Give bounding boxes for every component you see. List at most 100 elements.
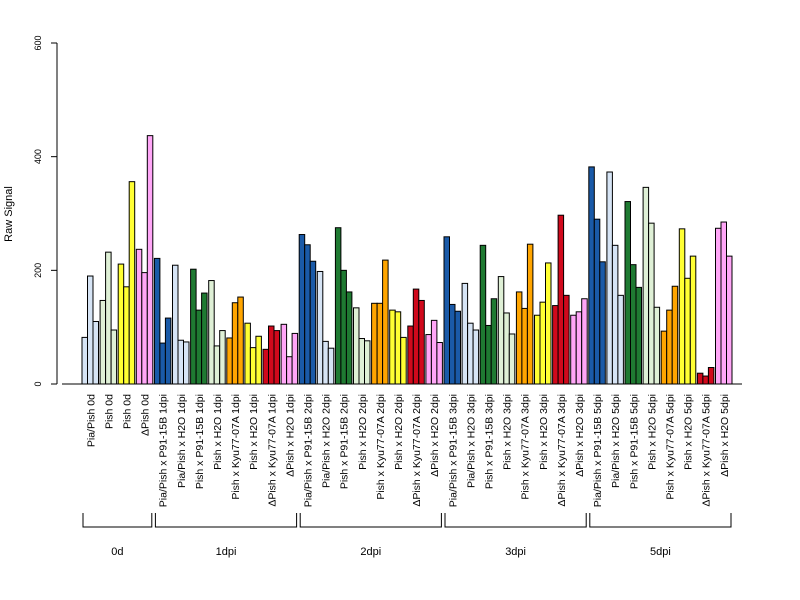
- bar: [195, 309, 203, 385]
- category-label: Pish x Kyu77-07A 2dpi: [375, 394, 387, 500]
- category-label: ΔPish x Kyu77-07A 5dpi: [701, 394, 713, 507]
- category-label: Pia/Pish x H2O 3dpi: [465, 394, 477, 488]
- bar: [226, 337, 233, 385]
- y-tick-label: 400: [33, 149, 43, 164]
- bar: [286, 356, 293, 385]
- bar: [684, 277, 691, 385]
- category-label: Pish x H2O 5dpi: [683, 394, 695, 470]
- category-label: Pia/Pish x H2O 1dpi: [176, 394, 188, 488]
- category-label: ΔPish x H2O 5dpi: [719, 394, 731, 477]
- bar: [213, 345, 221, 385]
- y-axis-label: Raw Signal: [3, 186, 15, 242]
- bar: [340, 269, 347, 385]
- category-label: Pish x H2O 3dpi: [538, 394, 550, 470]
- bar: [534, 314, 541, 385]
- bar: [503, 312, 510, 385]
- bar: [358, 338, 365, 385]
- bar: [123, 286, 130, 385]
- bar: [382, 259, 389, 385]
- bar: [146, 135, 154, 385]
- bar: [244, 322, 251, 385]
- bar: [467, 322, 474, 385]
- bar: [707, 367, 715, 385]
- bar: [190, 268, 197, 385]
- bar: [280, 323, 288, 385]
- bar: [153, 257, 161, 385]
- bar: [172, 264, 179, 385]
- category-label: Pia/Pish 0d: [85, 394, 97, 447]
- category-label: ΔPish x Kyu77-07A 3dpi: [556, 394, 568, 507]
- bar: [201, 292, 208, 385]
- bar: [183, 341, 190, 385]
- group-label: 1dpi: [216, 546, 237, 558]
- group-brackets: 0d 1dpi 2dpi 3dpi 5dpi: [82, 513, 732, 558]
- bar: [485, 324, 492, 385]
- y-tick-label: 600: [33, 35, 43, 50]
- bar: [400, 336, 407, 385]
- category-label: Pia/Pish x P91-15B 1dpi: [158, 394, 170, 507]
- bar: [472, 329, 480, 385]
- category-label: Pish 0d: [121, 394, 133, 429]
- bar: [262, 348, 269, 385]
- bar: [726, 255, 733, 385]
- bar: [689, 255, 697, 385]
- group-label: 5dpi: [650, 546, 671, 558]
- bar: [159, 342, 166, 385]
- bar: [389, 309, 396, 385]
- bar: [617, 294, 624, 385]
- bars: [81, 135, 733, 385]
- bar: [298, 234, 306, 385]
- bar: [376, 302, 384, 385]
- bar: [364, 340, 371, 385]
- category-label: ΔPish x Kyu77-07A 1dpi: [266, 394, 278, 507]
- group-label: 3dpi: [505, 546, 526, 558]
- category-label: Pia/Pish x P91-15B 5dpi: [592, 394, 604, 507]
- bar: [309, 260, 317, 385]
- category-label: Pia/Pish x H2O 2dpi: [321, 394, 333, 488]
- category-label: Pish x H2O 1dpi: [212, 394, 224, 470]
- y-tick-label: 0: [33, 381, 43, 386]
- bar: [425, 334, 432, 385]
- bar: [575, 311, 583, 385]
- category-label: Pish x P91-15B 5dpi: [628, 394, 640, 489]
- bar: [624, 201, 631, 385]
- bar: [593, 218, 601, 385]
- bar: [635, 286, 642, 385]
- bar: [177, 339, 184, 385]
- group-bracket: [82, 513, 153, 528]
- category-label: Pish x P91-15B 1dpi: [194, 394, 206, 489]
- bar: [454, 310, 461, 385]
- bar: [539, 301, 546, 385]
- bar: [606, 171, 613, 385]
- bar: [255, 335, 262, 385]
- bar: [92, 320, 99, 385]
- category-label: Pia/Pish x H2O 5dpi: [610, 394, 622, 488]
- category-label: ΔPish 0d: [140, 394, 152, 436]
- bar: [545, 262, 552, 385]
- bar: [461, 282, 469, 385]
- bar: [141, 272, 148, 385]
- bar: [490, 298, 498, 385]
- bar: [515, 291, 523, 385]
- bar: [128, 181, 136, 385]
- bar: [563, 294, 570, 385]
- bar: [327, 347, 335, 385]
- bar: [164, 317, 172, 385]
- bar: [412, 288, 420, 385]
- bar: [208, 280, 215, 385]
- bar: [231, 302, 239, 385]
- bar: [720, 221, 727, 385]
- bar: [696, 372, 704, 385]
- bar: [443, 236, 450, 385]
- category-label: Pish x Kyu77-07A 3dpi: [520, 394, 532, 500]
- group-label: 2dpi: [360, 546, 381, 558]
- bar: [81, 336, 88, 385]
- bar: [249, 347, 257, 385]
- bar: [715, 227, 722, 385]
- bar: [135, 248, 143, 385]
- bar: [345, 291, 353, 385]
- category-label: ΔPish x Kyu77-07A 2dpi: [411, 394, 423, 507]
- bar: [479, 244, 487, 385]
- bar: [291, 332, 299, 385]
